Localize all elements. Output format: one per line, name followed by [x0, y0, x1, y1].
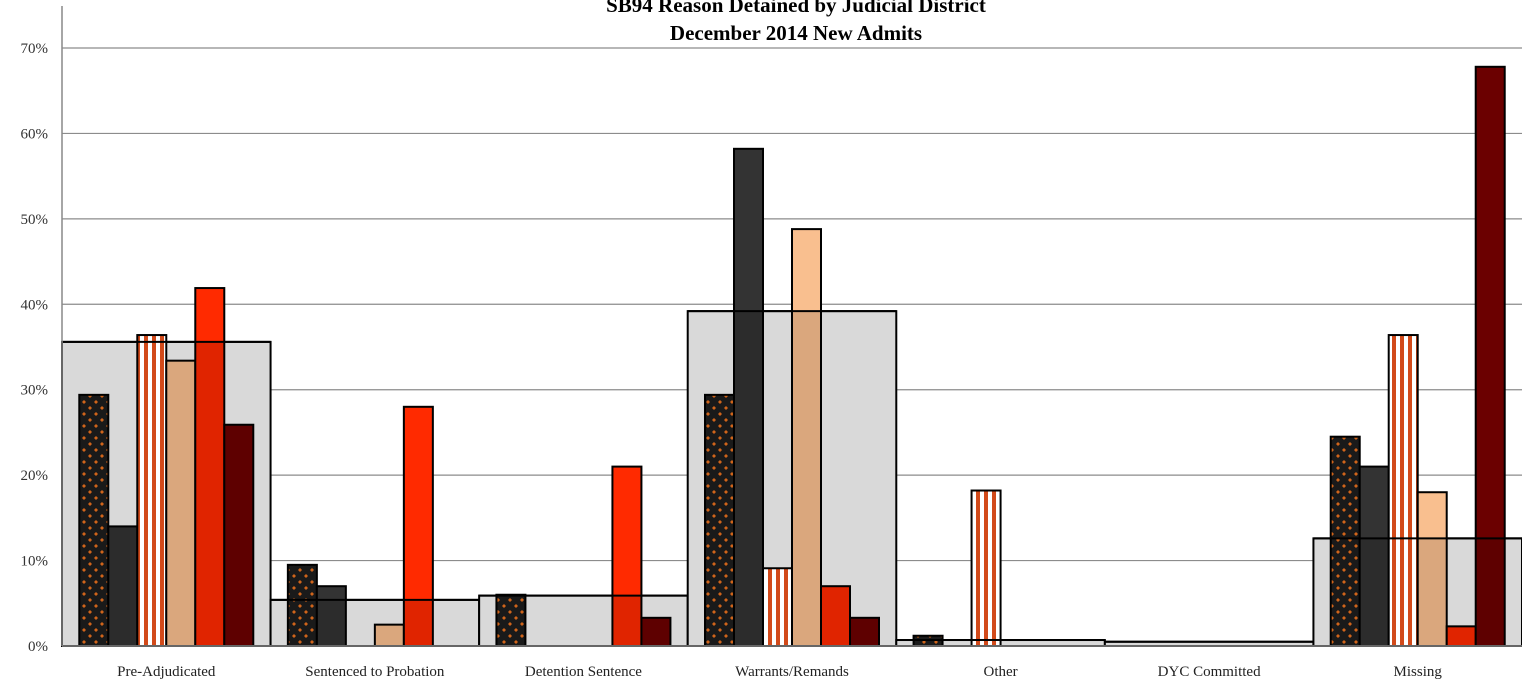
bar: [223, 423, 255, 647]
y-tick-label: 50%: [21, 212, 49, 228]
bar-rect: [791, 228, 822, 647]
bar: [1445, 625, 1477, 648]
bar-shade: [196, 341, 224, 645]
bar-shade: [225, 424, 253, 645]
bar-rect: [640, 616, 672, 648]
category-label: Sentenced to Probation: [305, 664, 445, 680]
bar-shade: [851, 617, 878, 645]
bar-rect: [1329, 435, 1361, 648]
bar-rect: [107, 525, 139, 648]
bar-rect: [495, 593, 527, 647]
bar-shade: [167, 360, 195, 645]
category-labels: Pre-Adjudicated Sentenced to Probation Det…: [117, 664, 1442, 680]
bar: [402, 405, 434, 647]
bar-shade: [793, 311, 820, 645]
y-tick-label: 0%: [28, 639, 48, 655]
bar-shade: [404, 599, 432, 645]
bar: [1416, 491, 1448, 647]
bar-rect: [78, 393, 110, 647]
category-label: Warrants/Remands: [735, 664, 849, 680]
y-tick-label: 30%: [21, 383, 49, 399]
bar-rect: [136, 334, 168, 647]
bar: [1474, 65, 1506, 647]
y-tick-labels: 0% 10% 20% 30% 40% 50% 60% 70%: [21, 41, 49, 655]
bar: [373, 623, 405, 648]
bar: [970, 489, 1002, 647]
bar-shade: [109, 526, 137, 645]
chart-title: SB94 Reason Detained by Judicial Distric…: [606, 0, 986, 17]
bar-rect: [1474, 65, 1506, 647]
category-label: Other: [983, 664, 1017, 680]
bar: [1329, 435, 1361, 648]
bar: [1387, 334, 1419, 647]
y-tick-label: 10%: [21, 554, 49, 570]
category-label: Missing: [1394, 664, 1443, 680]
bar-rect: [1387, 334, 1419, 647]
bar: [315, 585, 347, 648]
bar-rect: [223, 423, 255, 647]
category-label: DYC Committed: [1158, 664, 1261, 680]
bar-rect: [165, 359, 197, 647]
bar-rect: [1416, 491, 1448, 647]
bar: [791, 228, 822, 647]
bar-rect: [762, 567, 793, 648]
bar-shade: [642, 617, 670, 645]
y-tick-label: 60%: [21, 126, 49, 142]
bar-shade: [1476, 538, 1504, 645]
bar: [1358, 465, 1390, 647]
y-tick-label: 20%: [21, 468, 49, 484]
bar: [286, 563, 318, 647]
bar: [611, 465, 643, 647]
axes: [61, 6, 1522, 647]
district-bars: [62, 65, 1522, 648]
bar: [849, 616, 880, 648]
bar-shade: [1418, 538, 1446, 645]
bar-shade: [735, 311, 762, 645]
y-tick-label: 70%: [21, 41, 49, 57]
bar-rect: [733, 147, 764, 647]
chart-subtitle: December 2014 New Admits: [670, 21, 922, 45]
bar-shade: [1447, 626, 1475, 645]
bar: [165, 359, 197, 647]
bar: [733, 147, 764, 647]
bar-rect: [611, 465, 643, 647]
bar-shade: [613, 595, 641, 645]
bar-rect: [315, 585, 347, 648]
bar: [136, 334, 168, 647]
bar-rect: [402, 405, 434, 647]
bar: [107, 525, 139, 648]
bar-shade: [822, 586, 849, 645]
y-tick-label: 40%: [21, 297, 49, 313]
bar: [704, 393, 735, 647]
category-label: Detention Sentence: [525, 664, 642, 680]
bar: [820, 585, 851, 648]
bar: [640, 616, 672, 648]
bar-shade: [317, 599, 345, 645]
bar: [762, 567, 793, 648]
bar-shade: [1360, 538, 1388, 645]
bar-rect: [286, 563, 318, 647]
bar: [495, 593, 527, 647]
bar-rect: [970, 489, 1002, 647]
category-label: Pre-Adjudicated: [117, 664, 216, 680]
bar-rect: [820, 585, 851, 648]
bar: [78, 393, 110, 647]
bar-shade: [375, 624, 403, 645]
bar-rect: [704, 393, 735, 647]
